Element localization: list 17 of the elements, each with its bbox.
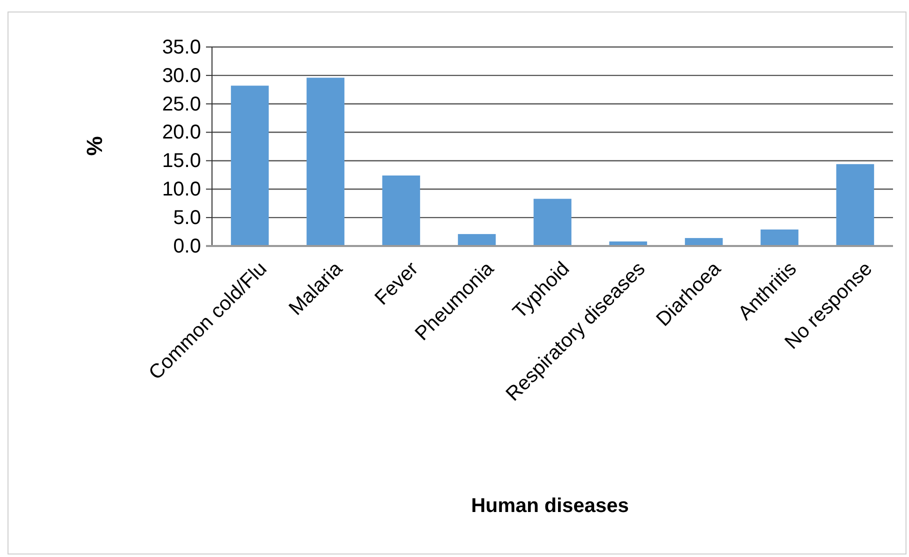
y-axis-title: % — [82, 136, 107, 156]
y-tick-label: 15.0 — [162, 150, 201, 172]
bar — [306, 78, 344, 246]
bar — [760, 230, 798, 246]
y-tick-label: 25.0 — [162, 93, 201, 116]
x-axis-title: Human diseases — [471, 495, 629, 517]
y-tick-label: 30.0 — [162, 64, 201, 87]
y-tick-label: 5.0 — [173, 206, 201, 229]
bar — [836, 164, 874, 246]
bar — [534, 198, 572, 246]
y-tick-label: 35.0 — [162, 36, 201, 58]
bar — [458, 234, 496, 246]
y-tick-label: 0.0 — [173, 235, 201, 258]
bar — [230, 86, 269, 246]
y-tick-label: 10.0 — [162, 178, 201, 201]
bar — [382, 175, 420, 246]
y-tick-label: 20.0 — [162, 122, 201, 144]
